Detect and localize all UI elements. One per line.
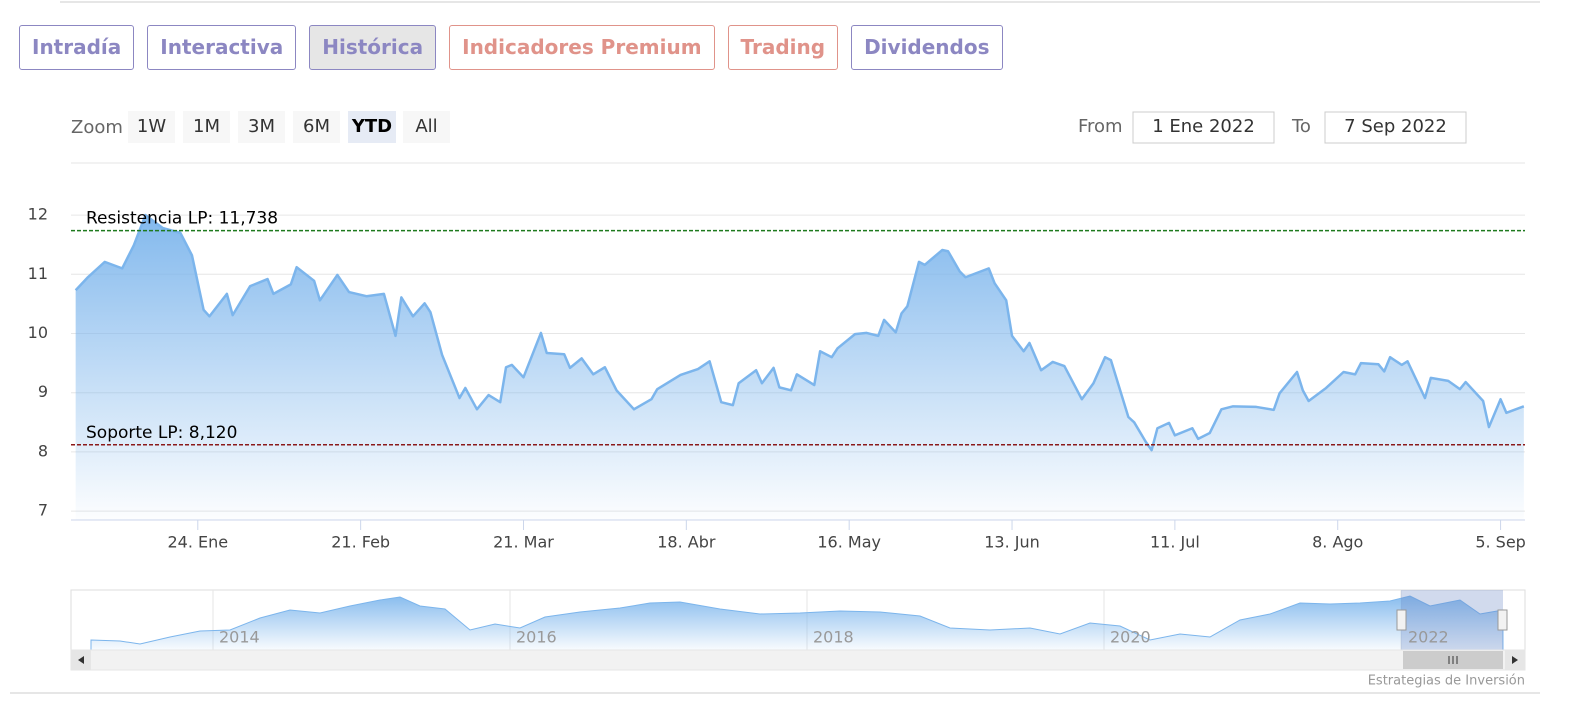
navigator-handle[interactable] <box>1497 609 1508 631</box>
navigator-label: 2018 <box>813 628 854 647</box>
credits: Estrategias de Inversión <box>1368 674 1525 689</box>
y-tick-label: 12 <box>28 205 48 224</box>
x-tick-label: 21. Mar <box>493 533 554 552</box>
zoom-button-label[interactable]: 1W <box>137 116 166 137</box>
tab[interactable]: Dividendos <box>851 25 1003 70</box>
x-tick-label: 16. May <box>817 533 881 552</box>
navigator-series <box>90 595 1504 651</box>
line <box>74 213 1525 452</box>
zoom-button-label[interactable]: YTD <box>351 116 392 137</box>
to-input[interactable] <box>1324 111 1467 144</box>
tab[interactable]: Trading <box>727 25 839 70</box>
zoom-button[interactable] <box>293 111 340 143</box>
x-tick-label: 8. Ago <box>1312 533 1363 552</box>
from-input[interactable] <box>1132 111 1275 144</box>
x-tick-label: 24. Ene <box>167 533 228 552</box>
scrollbar-grip <box>1448 656 1458 664</box>
zoom-button[interactable] <box>128 111 175 143</box>
zoom-button-label[interactable]: 1M <box>193 116 220 137</box>
zoom-button[interactable] <box>238 111 285 143</box>
zoom-button-label[interactable]: 3M <box>248 116 275 137</box>
y-tick-label: 8 <box>38 441 48 460</box>
x-tick-label: 18. Abr <box>657 533 716 552</box>
navigator-label: 2022 <box>1408 628 1449 647</box>
tab[interactable]: Intradía <box>19 25 135 70</box>
x-tick-label: 11. Jul <box>1150 533 1200 552</box>
navigator-label: 2014 <box>219 628 260 647</box>
tab-bar: Intradía Interactiva Histórica Indicador… <box>19 25 1003 70</box>
x-tick-label: 13. Jun <box>984 533 1040 552</box>
navigator-label: 2016 <box>516 628 557 647</box>
level-label: Soporte LP: 8,120 <box>86 423 237 443</box>
zoom-button-label[interactable]: All <box>415 116 437 137</box>
x-tick-label: 5. Sep <box>1475 533 1526 552</box>
area <box>75 215 1524 521</box>
to-label: To <box>1291 116 1311 137</box>
zoom-button[interactable] <box>348 111 396 143</box>
y-tick-label: 7 <box>38 501 48 520</box>
navigator-selection[interactable] <box>1401 590 1503 650</box>
zoom-button[interactable] <box>403 111 450 143</box>
zoom-button[interactable] <box>183 111 230 143</box>
tab[interactable]: Indicadores Premium <box>449 25 715 70</box>
tab[interactable]: Histórica <box>309 25 437 70</box>
from-label: From <box>1078 116 1123 137</box>
scroll-right-arrow <box>1512 656 1518 664</box>
navigator-handle[interactable] <box>1396 609 1407 631</box>
y-tick-label: 11 <box>28 264 48 283</box>
level-label: Resistencia LP: 11,738 <box>86 209 278 229</box>
y-tick-label: 9 <box>38 382 48 401</box>
from-value[interactable]: 1 Ene 2022 <box>1152 116 1255 137</box>
scrollbar[interactable] <box>70 649 1526 671</box>
zoom-button-label[interactable]: 6M <box>303 116 330 137</box>
tab[interactable]: Interactiva <box>147 25 297 70</box>
navigator-label: 2020 <box>1110 628 1151 647</box>
y-tick-label: 10 <box>28 323 48 342</box>
zoom-label: Zoom <box>71 117 123 138</box>
to-value[interactable]: 7 Sep 2022 <box>1344 116 1447 137</box>
x-tick-label: 21. Feb <box>331 533 390 552</box>
scroll-left-arrow <box>78 656 84 664</box>
